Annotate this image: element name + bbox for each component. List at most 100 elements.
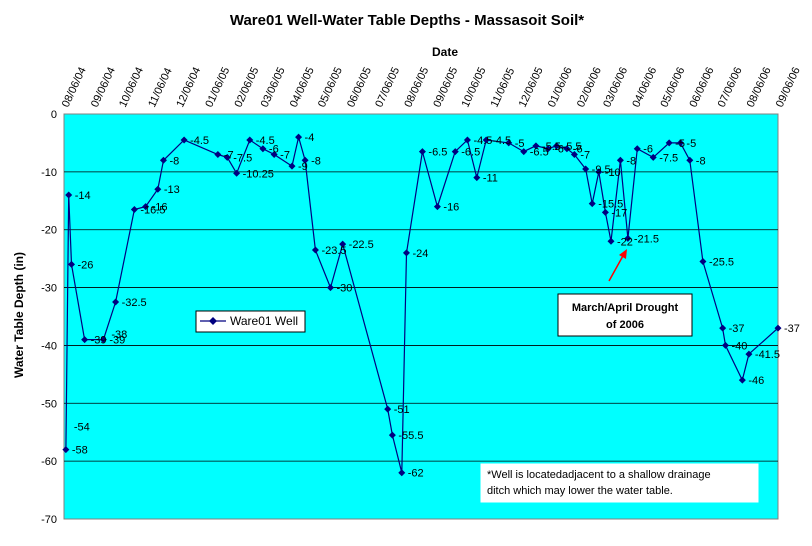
data-label: -16.5 bbox=[140, 204, 165, 216]
x-tick-label: 02/06/06 bbox=[575, 65, 604, 109]
data-label: -4.5 bbox=[256, 135, 275, 147]
data-point bbox=[68, 260, 76, 268]
data-point bbox=[719, 324, 727, 332]
data-label: -32.5 bbox=[122, 297, 147, 309]
data-point bbox=[553, 142, 561, 150]
x-tick-label: 06/06/06 bbox=[688, 65, 717, 109]
y-tick-label: -30 bbox=[41, 283, 57, 295]
data-label: -4.5 bbox=[473, 135, 492, 147]
legend-label: Ware01 Well bbox=[230, 314, 298, 328]
legend-box bbox=[195, 310, 306, 333]
x-tick-label: 05/06/05 bbox=[316, 65, 345, 109]
data-point bbox=[570, 151, 578, 158]
data-label: -39 bbox=[109, 335, 125, 347]
x-tick-label: 01/06/05 bbox=[203, 65, 232, 109]
x-tick-label: 11/06/04 bbox=[146, 66, 175, 109]
data-point bbox=[288, 162, 296, 170]
drought-text-line2: of 2006 bbox=[606, 319, 644, 331]
data-point bbox=[676, 139, 684, 147]
data-label: -10.25 bbox=[243, 168, 274, 180]
x-tick-label: 02/06/05 bbox=[232, 65, 261, 109]
data-label: -13 bbox=[164, 184, 180, 196]
x-tick-label: 09/06/06 bbox=[774, 65, 803, 109]
series-ware01-well bbox=[62, 133, 782, 477]
data-label: -40 bbox=[731, 340, 747, 352]
series-line bbox=[65, 136, 779, 473]
data-point bbox=[686, 156, 694, 164]
footnote: *Well is locatedadjacent to a shallow dr… bbox=[480, 463, 759, 503]
data-label: -6 bbox=[554, 144, 564, 156]
drought-arrow-line bbox=[608, 253, 625, 282]
y-axis-title: Water Table Depth (in) bbox=[12, 252, 26, 378]
data-point bbox=[607, 237, 615, 245]
x-tick-label: 12/06/05 bbox=[517, 65, 546, 109]
data-point bbox=[65, 191, 73, 199]
data-label: -6.5 bbox=[530, 147, 549, 159]
data-label: -7.5 bbox=[233, 152, 252, 164]
x-tick-label: 07/06/06 bbox=[716, 65, 745, 109]
x-tick-label: 08/06/04 bbox=[60, 65, 89, 109]
data-point bbox=[259, 145, 267, 153]
x-tick-label: 09/06/05 bbox=[431, 65, 460, 109]
y-tick-label: 0 bbox=[51, 109, 57, 121]
data-point bbox=[233, 169, 241, 177]
x-tick-label: 12/06/04 bbox=[174, 65, 203, 109]
y-tick-label: -60 bbox=[41, 456, 57, 468]
data-label: -8 bbox=[626, 155, 636, 167]
data-label: -26 bbox=[78, 259, 94, 271]
data-label: -9.5 bbox=[592, 164, 611, 176]
data-point bbox=[520, 148, 528, 156]
data-label: -30 bbox=[336, 283, 352, 295]
data-point bbox=[159, 156, 167, 164]
data-label: -7.5 bbox=[659, 152, 678, 164]
data-point bbox=[214, 151, 222, 158]
data-label: -7 bbox=[280, 150, 290, 162]
data-label: -15.5 bbox=[598, 199, 623, 211]
data-label: -23.5 bbox=[321, 245, 346, 257]
data-labels: -58-14-26-39 -39-32.5-16.5-16-13-8-4.5-7-… bbox=[72, 132, 800, 480]
x-tick-label: 08/06/06 bbox=[745, 65, 774, 109]
data-point bbox=[595, 168, 603, 176]
data-point bbox=[398, 469, 406, 477]
data-label: -7 bbox=[224, 150, 234, 162]
drought-annotation: March/April Drought of 2006 bbox=[557, 249, 693, 337]
data-label: -6 bbox=[573, 144, 583, 156]
x-tick-label: 03/06/06 bbox=[601, 65, 630, 109]
data-label: -5 bbox=[686, 138, 696, 150]
chart-title: Ware01 Well-Water Table Depths - Massaso… bbox=[230, 12, 584, 29]
data-label: -16 bbox=[152, 202, 168, 214]
data-label: -8 bbox=[169, 155, 179, 167]
data-label: -4.5 bbox=[190, 135, 209, 147]
data-point bbox=[473, 174, 481, 182]
data-label: -38 bbox=[111, 329, 127, 341]
data-point bbox=[532, 142, 540, 150]
data-label: -5 bbox=[515, 138, 525, 150]
data-point bbox=[463, 136, 471, 144]
x-tick-label: 11/06/05 bbox=[489, 66, 518, 109]
data-label: -16 bbox=[443, 202, 459, 214]
x-tick-label: 03/06/05 bbox=[259, 65, 288, 109]
footnote-line2: ditch which may lower the water table. bbox=[487, 485, 673, 497]
data-label: -54 bbox=[74, 421, 90, 433]
data-point bbox=[62, 446, 70, 454]
data-point bbox=[588, 200, 596, 208]
legend: Ware01 Well bbox=[195, 310, 306, 333]
data-point bbox=[339, 240, 347, 248]
data-point bbox=[130, 205, 138, 213]
data-label: -62 bbox=[408, 468, 424, 480]
data-label: -51 bbox=[394, 404, 410, 416]
data-label: -6 bbox=[269, 144, 279, 156]
data-point bbox=[582, 165, 590, 173]
data-point bbox=[81, 336, 89, 344]
data-label: -5.5 bbox=[542, 141, 561, 153]
legend-marker bbox=[209, 317, 217, 325]
data-label: -41.5 bbox=[755, 349, 780, 361]
x-tick-label: 08/06/05 bbox=[402, 65, 431, 109]
data-label: -22 bbox=[617, 236, 633, 248]
y-tick-label: -20 bbox=[41, 225, 57, 237]
y-tick-label: -70 bbox=[41, 514, 57, 526]
data-label: -46 bbox=[748, 375, 764, 387]
data-point bbox=[326, 284, 334, 292]
data-point bbox=[774, 324, 782, 332]
